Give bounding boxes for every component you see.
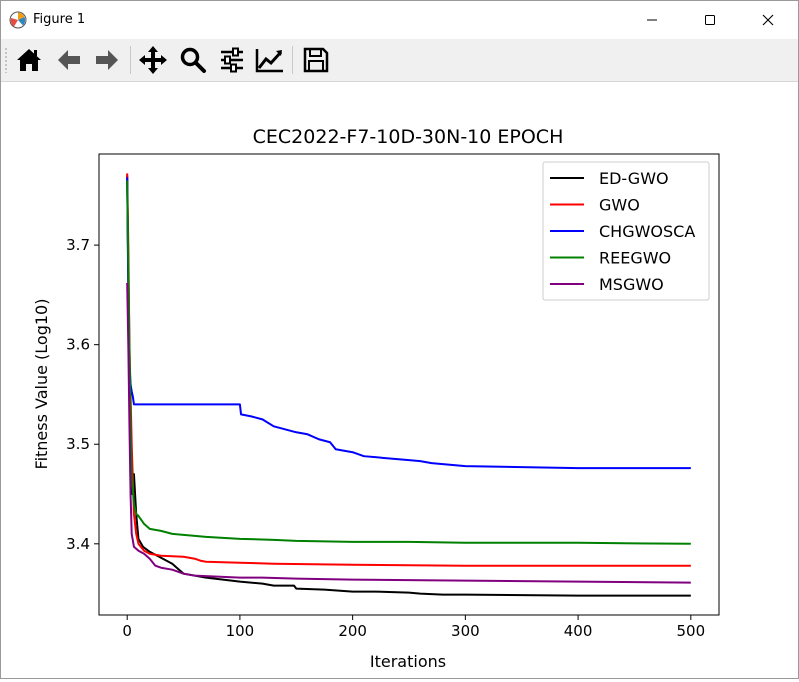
legend-label: GWO — [599, 196, 640, 215]
legend-box — [542, 161, 710, 301]
save-button[interactable] — [300, 44, 332, 76]
line-chart: CEC2022-F7-10D-30N-10 EPOCH 0 100 200 300 40… — [32, 126, 720, 671]
magnifier-icon — [180, 47, 206, 73]
configure-subplots-button[interactable] — [216, 44, 248, 76]
maximize-icon — [705, 15, 715, 25]
line-chart-icon — [255, 49, 283, 73]
back-button[interactable] — [53, 44, 85, 76]
legend-label: REEGWO — [599, 249, 671, 268]
y-axis-ticks: 3.4 3.5 3.6 3.7 — [66, 236, 99, 553]
legend-label: ED-GWO — [599, 169, 669, 188]
y-tick-label: 3.6 — [66, 336, 90, 354]
close-button[interactable] — [745, 1, 791, 39]
forward-button[interactable] — [91, 44, 123, 76]
plot-lines — [126, 173, 691, 597]
close-icon — [762, 14, 774, 26]
y-tick-label: 3.5 — [66, 435, 90, 453]
x-axis-ticks: 0 100 200 300 400 500 — [122, 615, 705, 640]
y-axis-label: Fitness Value (Log10) — [32, 299, 51, 470]
maximize-button[interactable] — [687, 1, 733, 39]
legend: ED-GWO GWO CHGWOSCA REEGWO MSGWO — [542, 161, 710, 301]
toolbar-separator — [292, 46, 293, 74]
series-line-ed-gwo — [126, 175, 691, 597]
x-tick-label: 300 — [451, 622, 480, 640]
y-tick-label: 3.7 — [66, 236, 90, 254]
matplotlib-logo-icon — [9, 11, 27, 29]
arrow-left-icon — [58, 50, 80, 70]
window-title: Figure 1 — [33, 12, 86, 27]
zoom-button[interactable] — [177, 44, 209, 76]
y-tick-label: 3.4 — [66, 535, 90, 553]
toolbar-separator — [130, 46, 131, 74]
figure-canvas[interactable]: CEC2022-F7-10D-30N-10 EPOCH 0 100 200 300 40… — [1, 82, 798, 678]
minimize-icon — [647, 19, 657, 21]
axes-frame — [98, 153, 720, 616]
x-tick-label: 200 — [338, 622, 367, 640]
minimize-button[interactable] — [629, 1, 675, 39]
legend-label: CHGWOSCA — [599, 222, 695, 241]
x-tick-label: 400 — [564, 622, 593, 640]
floppy-disk-icon — [303, 47, 329, 73]
x-tick-label: 0 — [122, 622, 132, 640]
arrow-right-icon — [96, 50, 118, 70]
home-button[interactable] — [13, 44, 45, 76]
chart-title: CEC2022-F7-10D-30N-10 EPOCH — [253, 126, 564, 148]
x-tick-label: 100 — [226, 622, 255, 640]
legend-label: MSGWO — [599, 275, 664, 294]
move-icon — [139, 46, 167, 74]
toolbar-grip — [5, 47, 7, 73]
series-line-reegwo — [126, 180, 691, 545]
home-icon — [17, 49, 41, 71]
series-line-chgwosca — [126, 177, 691, 470]
navigation-toolbar — [1, 39, 798, 82]
series-line-msgwo — [126, 282, 691, 584]
pan-button[interactable] — [137, 44, 169, 76]
edit-axis-button[interactable] — [254, 44, 286, 76]
x-tick-label: 500 — [676, 622, 705, 640]
sliders-icon — [221, 47, 243, 73]
x-axis-label: Iterations — [370, 652, 446, 671]
title-bar: Figure 1 — [1, 1, 798, 39]
